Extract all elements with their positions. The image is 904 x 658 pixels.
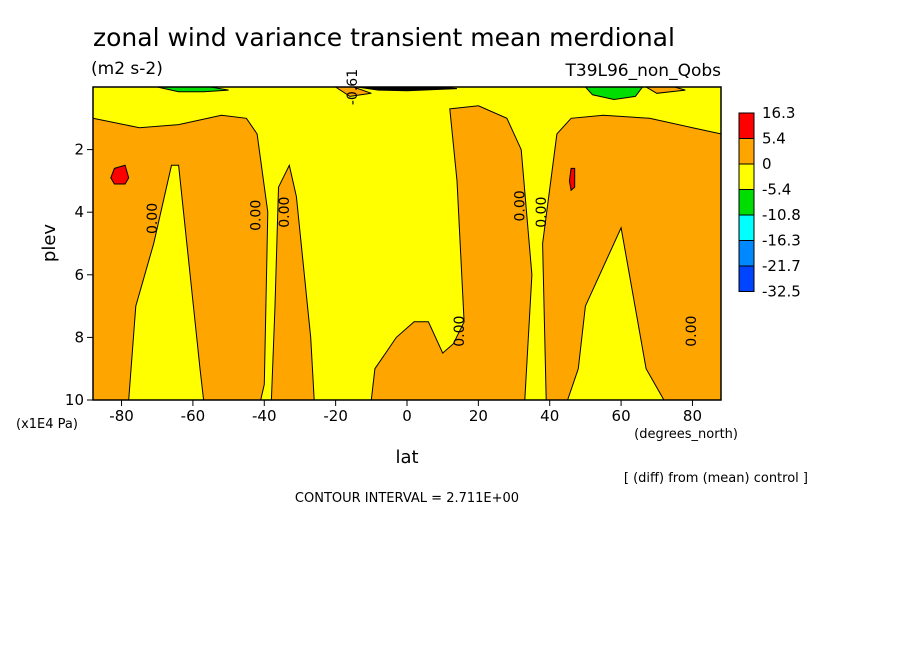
chart-units: (m2 s-2) — [91, 59, 163, 79]
x-tick-label-0: -80 — [109, 407, 134, 425]
legend-swatch-2 — [738, 163, 755, 190]
x-tick-label-4: 0 — [402, 407, 412, 425]
diff-note: [ (diff) from (mean) control ] — [624, 471, 808, 486]
y-tick-label-0: 2 — [74, 141, 84, 159]
contour-regions — [92, 86, 722, 401]
x-axis: -80 -60 -40 -20 0 20 40 60 80 — [109, 400, 702, 425]
y-tick-label-2: 6 — [74, 266, 84, 284]
legend-swatch-0 — [738, 112, 755, 139]
x-tick-label-3: -20 — [323, 407, 348, 425]
x-axis-label: lat — [395, 447, 418, 468]
y-axis: 2 4 6 8 10 — [65, 141, 93, 409]
x-tick-label-6: 40 — [540, 407, 559, 425]
contour-label-5: 0.00 — [452, 316, 468, 347]
legend-swatch-4 — [738, 214, 755, 241]
contour-interval: CONTOUR INTERVAL = 2.711E+00 — [295, 491, 519, 506]
contour-label-1: 0.00 — [249, 200, 265, 231]
legend-label-5: -16.3 — [762, 232, 801, 250]
contour-region-1 — [270, 163, 315, 401]
x-tick-label-8: 80 — [683, 407, 702, 425]
contour-label-4: 0.00 — [534, 197, 550, 228]
contour-region-2 — [370, 105, 533, 401]
legend-swatch-1 — [738, 138, 755, 165]
legend-label-7: -32.5 — [762, 283, 801, 301]
y-axis-label: plev — [39, 224, 60, 263]
chart-title: zonal wind variance transient mean merdi… — [93, 23, 675, 52]
y-tick-label-1: 4 — [74, 203, 84, 221]
contour-label-3: 0.00 — [513, 190, 529, 221]
y-tick-label-4: 10 — [65, 391, 84, 409]
legend-label-4: -10.8 — [762, 206, 801, 224]
x-tick-label-7: 60 — [612, 407, 631, 425]
legend-label-1: 5.4 — [762, 130, 786, 148]
legend-swatch-5 — [738, 240, 755, 267]
x-tick-label-1: -60 — [181, 407, 206, 425]
color-legend: 16.3 5.4 0 -5.4 -10.8 -16.3 -21.7 -32.5 — [738, 104, 801, 301]
contour-region-7 — [568, 167, 576, 192]
y-axis-units: (x1E4 Pa) — [16, 417, 78, 432]
legend-swatch-3 — [738, 189, 755, 216]
legend-label-2: 0 — [762, 155, 772, 173]
legend-label-6: -21.7 — [762, 257, 801, 275]
x-tick-label-2: -40 — [252, 407, 277, 425]
legend-swatch-6 — [738, 265, 755, 292]
contour-label-2: 0.00 — [277, 197, 293, 228]
legend-label-0: 16.3 — [762, 104, 795, 122]
y-tick-label-3: 8 — [74, 328, 84, 346]
contour-region-6 — [110, 164, 130, 185]
experiment-label: T39L96_non_Qobs — [565, 61, 722, 81]
contour-label-6: 0.00 — [684, 316, 700, 347]
contour-label-0: 0.00 — [145, 203, 161, 234]
x-tick-label-5: 20 — [469, 407, 488, 425]
x-axis-units: (degrees_north) — [634, 427, 738, 442]
legend-label-3: -5.4 — [762, 181, 791, 199]
contour-labels: 0.00 0.00 0.00 0.00 0.000.00 0.00-0.61 — [145, 69, 700, 347]
